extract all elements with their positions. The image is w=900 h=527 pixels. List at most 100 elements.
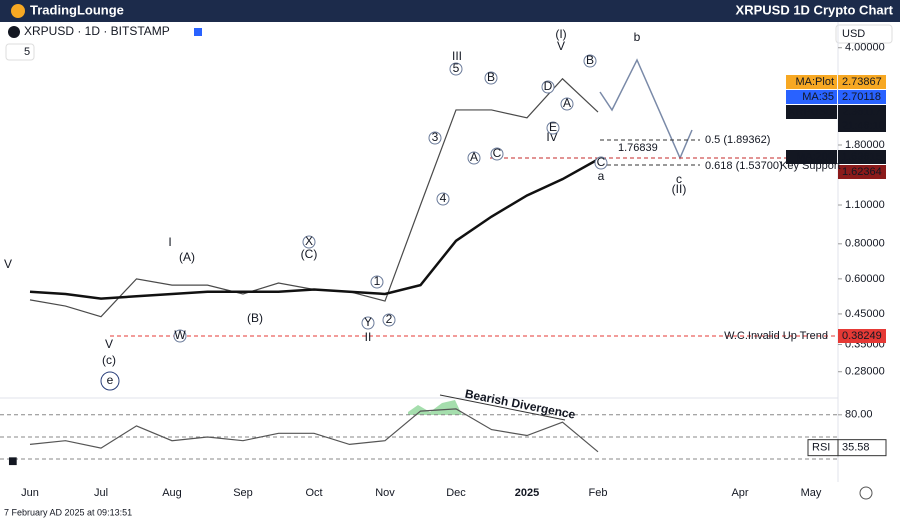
- currency-select[interactable]: [835, 24, 893, 44]
- price-tag-box: [838, 150, 886, 164]
- wave-circle: [546, 121, 560, 135]
- wave-label: V: [4, 257, 12, 271]
- wave-label: (C): [301, 247, 318, 261]
- wave-circle: [100, 371, 120, 391]
- wave-label: 2: [386, 312, 393, 326]
- fib-label: 0.5 (1.89362): [705, 134, 770, 146]
- price-tag-value: 2.73867: [842, 76, 882, 88]
- wave-circle: [302, 235, 316, 249]
- wave-label: e: [107, 373, 114, 387]
- wave-circle: [449, 62, 463, 76]
- wave-label: B: [586, 53, 594, 67]
- wave-circle: [594, 156, 608, 170]
- y-tick-label: 0.28000: [845, 366, 885, 378]
- wave-label: E: [549, 120, 557, 134]
- countdown-box: [838, 119, 886, 132]
- wave-label: W: [174, 328, 186, 342]
- fib-label: 1.76839: [618, 142, 658, 154]
- wave-circle: [361, 316, 375, 330]
- brand: TradingLounge: [30, 2, 124, 17]
- x-tick-label: Jul: [94, 487, 108, 499]
- x-tick-label: Apr: [731, 487, 748, 499]
- price-tag-value: 1.62364: [842, 166, 882, 178]
- wave-label: Y: [364, 315, 372, 329]
- wave-circle: [467, 151, 481, 165]
- series-line: [29, 77, 599, 318]
- rsi-name: RSI: [812, 442, 830, 454]
- series-line: [29, 158, 599, 300]
- wave-label: X: [305, 234, 313, 248]
- x-tick-label: Dec: [446, 487, 466, 499]
- divergence-label: Bearish Divergence: [464, 387, 577, 422]
- price-tag-name-box: [786, 150, 837, 164]
- wave-label: (I): [555, 27, 566, 41]
- x-tick-label: Oct: [305, 487, 322, 499]
- y-tick-label: 4.00000: [845, 42, 885, 54]
- series-line: [29, 408, 599, 453]
- y-tick-label: 1.10000: [845, 199, 885, 211]
- price-tag-name: MA:200: [796, 151, 834, 163]
- header-bar: [0, 0, 900, 22]
- wave-label: 1: [374, 274, 381, 288]
- wave-label: A: [563, 96, 571, 110]
- projection: [599, 58, 693, 160]
- wave-circle: [490, 147, 504, 161]
- symbol: XRPUSD · 1D · BITSTAMP: [24, 24, 170, 38]
- wave-circle: [382, 313, 396, 327]
- countdown: 21:46:10: [842, 120, 885, 132]
- wave-label: I: [168, 235, 171, 249]
- price-tag-name: XRPUSD: [788, 106, 834, 118]
- wave-label: D: [544, 79, 553, 93]
- price-tag-name-box: [786, 90, 837, 104]
- y-tick-label: 80.00: [845, 409, 873, 421]
- wave-label: III: [452, 49, 462, 63]
- timestamp: 7 February AD 2025 at 09:13:51: [4, 507, 132, 517]
- wave-circle: [541, 80, 555, 94]
- price-tag-value: 0.38249: [842, 330, 882, 342]
- wave-circle: [428, 131, 442, 145]
- wave-label: 3: [432, 130, 439, 144]
- y-tick-label: 0.80000: [845, 238, 885, 250]
- wave-label: II: [365, 330, 372, 344]
- price-tag-value: 2.36117: [842, 106, 881, 118]
- header-title: XRPUSD 1D Crypto Chart: [736, 2, 894, 17]
- wave-label: 5: [453, 61, 460, 75]
- y-tick-label: 0.45000: [845, 308, 885, 320]
- price-tag-name-box: [786, 105, 837, 119]
- settings-icon[interactable]: [859, 486, 873, 500]
- wave-circle: [560, 97, 574, 111]
- price-tag-box: [838, 329, 886, 343]
- symbol-icon: [8, 26, 20, 38]
- rsi-value-box: [837, 439, 887, 457]
- wave-label: V: [105, 337, 113, 351]
- wave-label: (B): [247, 311, 263, 325]
- wave-label: 4: [440, 191, 447, 205]
- wave-label: (c): [102, 353, 116, 367]
- wave-circle: [436, 192, 450, 206]
- x-tick-label: Jun: [21, 487, 39, 499]
- wave-label: (A): [179, 250, 195, 264]
- wave-circle: [370, 275, 384, 289]
- wave-label: b: [634, 30, 641, 44]
- wave-label: B: [487, 70, 495, 84]
- logo-icon: [11, 4, 25, 18]
- price-tag-name: MA:35: [802, 91, 834, 103]
- wave-label: V: [557, 39, 565, 53]
- currency: USD: [842, 28, 865, 40]
- wave-label: c: [676, 172, 682, 186]
- wave-label: IV: [546, 130, 557, 144]
- y-tick-label: 1.80000: [845, 139, 885, 151]
- x-tick-label: Feb: [589, 487, 608, 499]
- price-tag-name-box: [786, 75, 837, 89]
- tv-logo: ■: [8, 453, 18, 470]
- price-tag-value: 1.63615: [842, 151, 882, 163]
- price-tag-box: [838, 90, 886, 104]
- fib-label: 0.618 (1.53700): [705, 160, 783, 172]
- indicator-toggle[interactable]: [5, 43, 35, 61]
- x-tick-label: Sep: [233, 487, 253, 499]
- wave-label: A: [470, 150, 478, 164]
- flag: [194, 28, 202, 36]
- x-tick-label: May: [801, 487, 822, 499]
